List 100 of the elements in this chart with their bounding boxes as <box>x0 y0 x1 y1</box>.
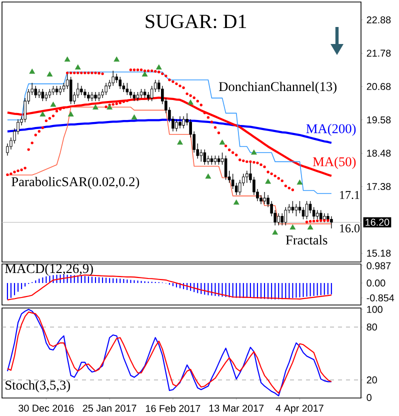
candlestick <box>291 200 294 214</box>
series-label: DonchianChannel(13) <box>218 82 336 94</box>
candlestick <box>182 116 185 129</box>
series-label: MACD(12,26,9) <box>5 264 93 276</box>
point <box>114 56 120 62</box>
point <box>251 150 257 155</box>
candlestick <box>129 88 132 98</box>
candlestick <box>84 88 86 98</box>
point <box>64 56 70 62</box>
point <box>131 114 138 120</box>
point <box>92 104 98 110</box>
y-tick-label: -0.854 <box>366 294 394 302</box>
ref-line-label: 16.20 <box>366 218 390 226</box>
candlestick <box>263 192 266 204</box>
candlestick <box>58 86 62 96</box>
candlestick <box>80 86 83 96</box>
x-tick-label: 16 Feb 2017 <box>146 404 200 412</box>
candlestick <box>178 116 182 129</box>
candlestick <box>330 216 333 229</box>
candlestick <box>104 82 108 96</box>
series-label: MA(200) <box>306 124 356 136</box>
point <box>296 180 303 185</box>
point <box>29 68 35 74</box>
y-tick-label: 0.987 <box>366 262 391 270</box>
point <box>290 224 296 230</box>
candlestick <box>206 155 210 166</box>
point <box>156 64 162 70</box>
candlestick <box>126 82 129 96</box>
candlestick <box>294 204 298 217</box>
candlestick <box>94 92 97 102</box>
y-tick-label: 80 <box>366 324 377 331</box>
candlestick <box>298 200 302 214</box>
point <box>265 178 271 184</box>
candlestick <box>143 88 146 98</box>
candlestick <box>319 210 322 223</box>
x-tick-label: 13 Mar 2017 <box>209 404 264 412</box>
point <box>142 72 148 76</box>
point <box>234 200 240 205</box>
candlestick <box>87 92 90 102</box>
point <box>50 102 56 107</box>
candlestick <box>98 92 100 102</box>
point <box>40 112 46 116</box>
series-label: Fractals <box>286 235 328 245</box>
series-label: MA(50) <box>312 156 356 169</box>
y-tick-label: 18.48 <box>367 150 391 157</box>
y-tick-label: 20 <box>366 376 377 384</box>
candlestick <box>277 212 280 226</box>
candlestick <box>302 206 305 220</box>
candlestick <box>136 92 140 102</box>
y-tick-label: 100 <box>367 306 382 313</box>
point <box>68 112 74 116</box>
candlestick <box>115 73 118 84</box>
x-tick-label: 25 Jan 2017 <box>82 404 136 412</box>
y-tick-label: 15.18 <box>367 250 391 257</box>
candlestick <box>322 212 326 223</box>
candlestick <box>312 206 316 220</box>
point <box>106 104 112 110</box>
candlestick <box>214 155 217 166</box>
series-label: Stoch(3,5,3) <box>6 380 70 392</box>
point <box>46 72 53 76</box>
candlestick <box>210 155 214 166</box>
candlestick <box>132 92 136 102</box>
y-tick-label: 22.88 <box>366 16 391 24</box>
point <box>272 230 278 235</box>
candlestick <box>48 88 52 98</box>
candlestick <box>34 86 38 98</box>
text: 16.0 <box>340 224 360 232</box>
series-label: ParabolicSAR(0.02,0.2) <box>12 176 140 189</box>
candlestick <box>246 170 248 184</box>
candlestick <box>112 70 114 86</box>
candlestick <box>200 149 203 162</box>
candlestick <box>203 149 206 166</box>
candlestick <box>41 88 44 102</box>
x-tick-label: 4 Apr 2017 <box>276 404 324 414</box>
candlestick <box>118 76 122 90</box>
y-tick-label: 20.68 <box>366 83 391 90</box>
chart-title: SUGAR: D1 <box>146 14 246 28</box>
candlestick <box>38 88 41 98</box>
candlestick <box>146 92 150 102</box>
y-tick-label: 0.00 <box>366 280 386 287</box>
y-tick-label: 21.78 <box>366 50 391 57</box>
candlestick <box>55 86 58 96</box>
candlestick <box>90 92 94 102</box>
y-tick-label: 17.38 <box>367 183 391 190</box>
point <box>75 64 81 70</box>
y-tick-label: 19.58 <box>367 116 391 124</box>
candlestick <box>284 206 288 226</box>
candlestick <box>140 88 143 98</box>
candlestick <box>69 76 72 104</box>
candlestick <box>175 118 178 132</box>
point <box>307 224 314 230</box>
text: 17.1 <box>340 190 360 200</box>
candlestick <box>234 182 238 196</box>
x-tick-label: 30 Dec 2016 <box>18 404 74 412</box>
candlestick <box>280 212 284 226</box>
candlestick <box>76 82 80 98</box>
point <box>177 140 183 145</box>
point <box>188 100 194 105</box>
candlestick <box>217 155 220 166</box>
y-tick-label: 0 <box>366 394 372 402</box>
